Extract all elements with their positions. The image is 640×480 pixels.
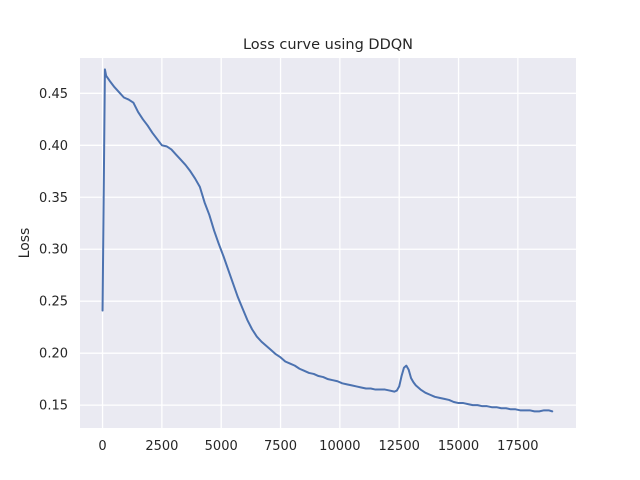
x-tick-label: 15000 bbox=[438, 439, 479, 454]
y-tick-label: 0.20 bbox=[39, 347, 68, 362]
y-tick-label: 0.45 bbox=[39, 87, 68, 102]
x-tick-label: 7500 bbox=[264, 439, 297, 454]
y-tick-label: 0.15 bbox=[39, 399, 68, 414]
y-tick-label: 0.35 bbox=[39, 191, 68, 206]
y-axis-label: Loss bbox=[17, 228, 33, 259]
series-layer bbox=[101, 68, 554, 413]
y-tick-label: 0.30 bbox=[39, 243, 68, 258]
x-tick-label: 12500 bbox=[379, 439, 420, 454]
y-axis: 0.15 0.20 0.25 0.30 0.35 0.40 0.45 bbox=[39, 87, 68, 414]
x-axis: 0 2500 5000 7500 10000 12500 15000 17500 bbox=[98, 439, 538, 454]
x-tick-label: 2500 bbox=[145, 439, 178, 454]
x-tick-label: 17500 bbox=[497, 439, 538, 454]
y-tick-label: 0.40 bbox=[39, 139, 68, 154]
y-tick-label: 0.25 bbox=[39, 295, 68, 310]
plot-area bbox=[80, 58, 576, 428]
grid bbox=[80, 58, 576, 428]
loss-series-line bbox=[101, 68, 554, 413]
x-tick-label: 5000 bbox=[205, 439, 238, 454]
x-tick-label: 0 bbox=[98, 439, 106, 454]
chart-title: Loss curve using DDQN bbox=[243, 37, 413, 53]
x-tick-label: 10000 bbox=[319, 439, 360, 454]
